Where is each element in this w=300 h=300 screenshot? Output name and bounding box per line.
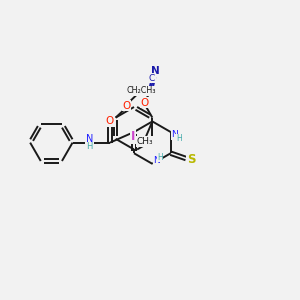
Text: O: O xyxy=(106,116,114,126)
Text: N: N xyxy=(172,130,178,140)
Text: CH₃: CH₃ xyxy=(136,137,153,146)
Text: H: H xyxy=(157,153,163,162)
Text: H: H xyxy=(176,134,182,143)
Text: C: C xyxy=(149,74,155,83)
Text: I: I xyxy=(131,130,135,143)
Text: CH₂CH₃: CH₂CH₃ xyxy=(127,86,156,95)
Text: N: N xyxy=(151,66,159,76)
Text: H: H xyxy=(86,142,93,151)
Text: O: O xyxy=(140,98,148,108)
Text: S: S xyxy=(187,153,196,166)
Text: N: N xyxy=(86,134,93,144)
Text: O: O xyxy=(122,100,131,111)
Text: N: N xyxy=(153,156,160,165)
